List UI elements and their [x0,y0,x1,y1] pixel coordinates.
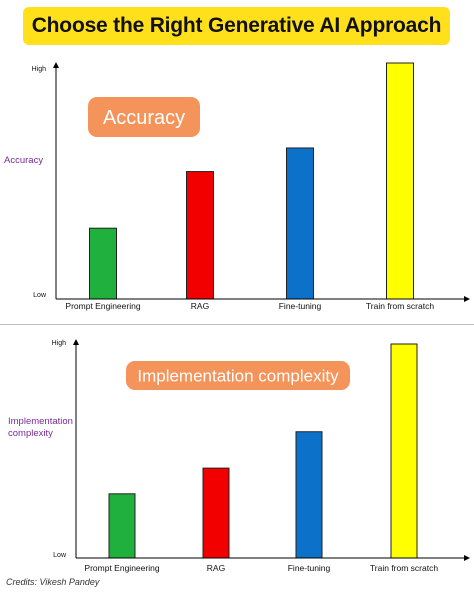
tick-label-4: Train from scratch [366,301,434,311]
bar-3 [286,147,314,300]
bar-2 [202,467,230,559]
tick-label-3: Fine-tuning [279,301,322,311]
y-axis-label: Accuracy [4,155,43,166]
tick-label-1: Prompt Engineering [84,563,159,573]
y-tick-low: Low [53,552,67,559]
bar-2 [186,171,214,300]
y-axis-arrow [53,62,59,68]
x-axis-arrow [464,296,470,302]
tick-label-2: RAG [207,563,225,573]
bar-3 [295,431,323,559]
chart-badge [126,361,350,390]
implementation-complexity-chart: Prompt Engineering RAG Fine-tuning Train fr… [8,339,470,573]
y-tick-high: High [52,340,67,347]
bar-4 [390,343,418,559]
y-tick-low: Low [33,292,47,299]
chart-badge-text: Implementation complexity [137,366,339,385]
y-axis-arrow [73,339,79,345]
x-axis-arrow [464,555,470,561]
bar-4 [386,62,414,300]
bar-1 [108,493,136,559]
credits-text: Credits: Vikesh Pandey [6,577,100,587]
section-divider [0,324,474,325]
y-axis-label-line-2: complexity [8,428,53,439]
accuracy-chart: Prompt Engineering RAG Fine-tuning Train fr… [4,62,470,311]
y-tick-high: High [32,66,47,73]
title-banner: Choose the Right Generative AI Approach [23,7,450,45]
page-title: Choose the Right Generative AI Approach [31,14,442,37]
tick-label-1: Prompt Engineering [65,301,140,311]
y-axis-label-line-1: Implementation [8,416,73,427]
tick-label-3: Fine-tuning [288,563,331,573]
bar-1 [89,227,117,300]
chart-badge-text: Accuracy [103,107,185,129]
tick-label-4: Train from scratch [370,563,438,573]
tick-label-2: RAG [191,301,209,311]
chart-badge [88,97,200,137]
